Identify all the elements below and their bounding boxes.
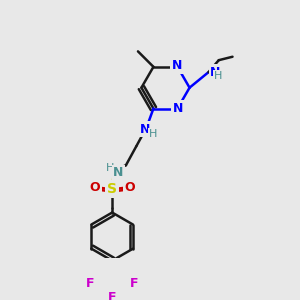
Text: O: O bbox=[90, 181, 100, 194]
Text: N: N bbox=[172, 59, 182, 73]
Text: O: O bbox=[124, 181, 135, 194]
Text: N: N bbox=[140, 123, 150, 136]
Text: H: H bbox=[214, 70, 222, 81]
Text: F: F bbox=[130, 277, 139, 290]
Text: F: F bbox=[108, 291, 116, 300]
Text: N: N bbox=[210, 66, 220, 79]
Text: H: H bbox=[149, 129, 158, 139]
Text: F: F bbox=[85, 277, 94, 290]
Text: H: H bbox=[106, 163, 115, 173]
Text: N: N bbox=[113, 167, 123, 179]
Text: S: S bbox=[107, 182, 117, 196]
Text: N: N bbox=[173, 102, 184, 115]
